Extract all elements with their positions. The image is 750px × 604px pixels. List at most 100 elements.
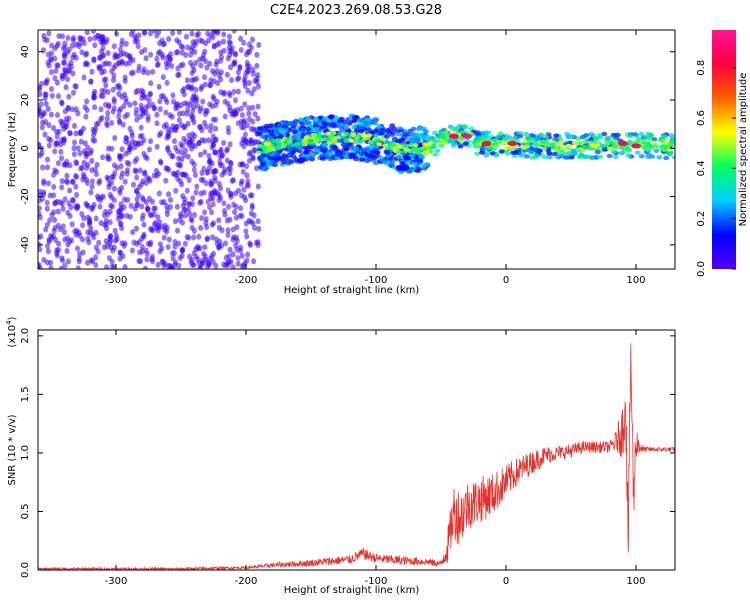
spectrogram-cell: [383, 134, 390, 139]
spectrogram-cell: [185, 83, 191, 90]
spectrogram-cell: [192, 211, 197, 218]
spectrogram-cell: [226, 253, 232, 260]
spectrogram-cell: [164, 165, 170, 172]
spectrogram-cell: [230, 264, 236, 269]
spectrogram-cell: [69, 106, 75, 113]
spectrogram-cell: [249, 204, 255, 211]
spectrogram-cell: [89, 68, 95, 75]
spectrogram-cell: [227, 216, 233, 223]
spectrogram-cell: [75, 145, 81, 152]
spectrogram-cell: [337, 132, 343, 137]
spectrogram-cell: [577, 146, 584, 151]
spectrogram-cell: [127, 101, 133, 108]
spectrogram-cell: [59, 178, 65, 185]
spectrogram-cell: [181, 152, 187, 159]
spectrogram-cell: [251, 86, 257, 93]
spectrogram-cell: [548, 143, 555, 148]
spectrogram-cell: [52, 167, 58, 174]
spectrogram-cell: [191, 67, 197, 74]
spectrogram-cell: [531, 141, 538, 147]
spectrogram-cell: [273, 151, 280, 157]
spectrogram-cell: [382, 160, 389, 165]
spectrogram-cell: [196, 233, 202, 240]
spectrogram-cell: [579, 134, 586, 140]
spectrogram-cell: [100, 193, 106, 200]
spectrogram-cell: [156, 132, 162, 139]
spectrogram-cell: [206, 153, 212, 159]
spectrogram-cell: [105, 145, 111, 152]
x-tick-label: 0: [503, 275, 509, 286]
spectrogram-cell: [227, 141, 233, 148]
spectrogram-cell: [198, 198, 204, 205]
spectrogram-cell: [59, 155, 64, 162]
spectrogram-cell: [109, 258, 115, 265]
spectrogram-cell: [222, 113, 228, 120]
x-tick-label: 0: [503, 576, 509, 587]
spectrogram-cell: [656, 155, 663, 160]
spectrogram-cell: [292, 129, 299, 134]
spectrogram-cell: [186, 177, 192, 183]
spectrogram-cell: [99, 53, 105, 60]
spectrogram-cell: [169, 113, 175, 120]
spectrogram-cell: [128, 31, 134, 38]
spectrogram-cell: [164, 228, 169, 235]
spectrogram-cell: [158, 93, 164, 100]
spectrogram-cell: [184, 100, 190, 107]
spectrogram-cell: [131, 181, 136, 188]
spectrogram-cell: [51, 125, 57, 131]
spectrogram-cell: [200, 55, 206, 62]
spectrogram-cell: [240, 161, 246, 168]
spectrogram-cell: [129, 247, 135, 254]
spectrogram-cell: [612, 154, 619, 160]
spectrogram-cell: [62, 196, 68, 203]
spectrogram-cell: [146, 195, 152, 202]
spectrogram-cell: [221, 140, 227, 146]
spectrogram-cell: [39, 124, 45, 131]
snr-x-axis-label: Height of straight line (km): [284, 585, 420, 596]
spectrogram-cell: [128, 70, 134, 77]
spectrogram-cell: [175, 227, 180, 234]
spectrogram-cell: [161, 40, 167, 47]
spectrogram-cell: [181, 135, 187, 142]
spectrogram-cell: [361, 133, 368, 138]
spectrogram-cell: [84, 50, 90, 57]
snr-y-axis: 0.0 0.5 1.0 1.5 2.0: [20, 328, 675, 578]
spectrogram-cell: [58, 118, 64, 125]
spectrogram-cell: [227, 92, 233, 99]
spectrogram-cell: [44, 221, 50, 228]
spectrogram-cell: [88, 150, 94, 157]
spectrogram-cell: [136, 258, 142, 264]
spectrogram-cell: [235, 69, 241, 76]
spectrogram-cell: [606, 153, 613, 159]
spectrogram-cell: [92, 42, 98, 49]
spectrogram-cell: [101, 244, 107, 251]
spectrogram-cell: [48, 265, 54, 269]
spectrogram-cell: [443, 138, 450, 143]
spectrogram-cell: [395, 131, 402, 137]
spectrogram-cell: [68, 59, 74, 66]
spectrogram-cell: [221, 89, 227, 96]
spectrogram-cell: [183, 147, 188, 154]
spectrogram-cell: [80, 249, 86, 256]
spectrogram-cell: [132, 144, 138, 151]
spectrogram-cell: [138, 124, 144, 131]
spectrogram-cell: [190, 39, 196, 46]
spectrogram-cell: [526, 139, 533, 144]
spectrogram-cell: [55, 208, 61, 215]
spectrogram-cell: [109, 203, 115, 210]
spectrogram-cell: [462, 125, 469, 130]
spectrogram-cell: [85, 144, 91, 151]
spectrogram-cell: [523, 131, 529, 137]
spectrogram-cell: [256, 150, 262, 155]
spectrogram-cell: [122, 264, 128, 269]
spectrogram-cell: [413, 158, 420, 163]
spectrogram-cell: [229, 77, 234, 83]
spectrogram-cell: [65, 105, 71, 112]
spectrogram-cell: [107, 235, 113, 242]
spectrogram-cell: [133, 89, 139, 96]
spectrogram-cell: [320, 120, 327, 126]
spectrogram-cell: [85, 214, 91, 221]
spectrogram-cell: [70, 37, 76, 43]
spectrogram-cell: [71, 145, 77, 152]
spectrogram-cell: [93, 166, 98, 173]
